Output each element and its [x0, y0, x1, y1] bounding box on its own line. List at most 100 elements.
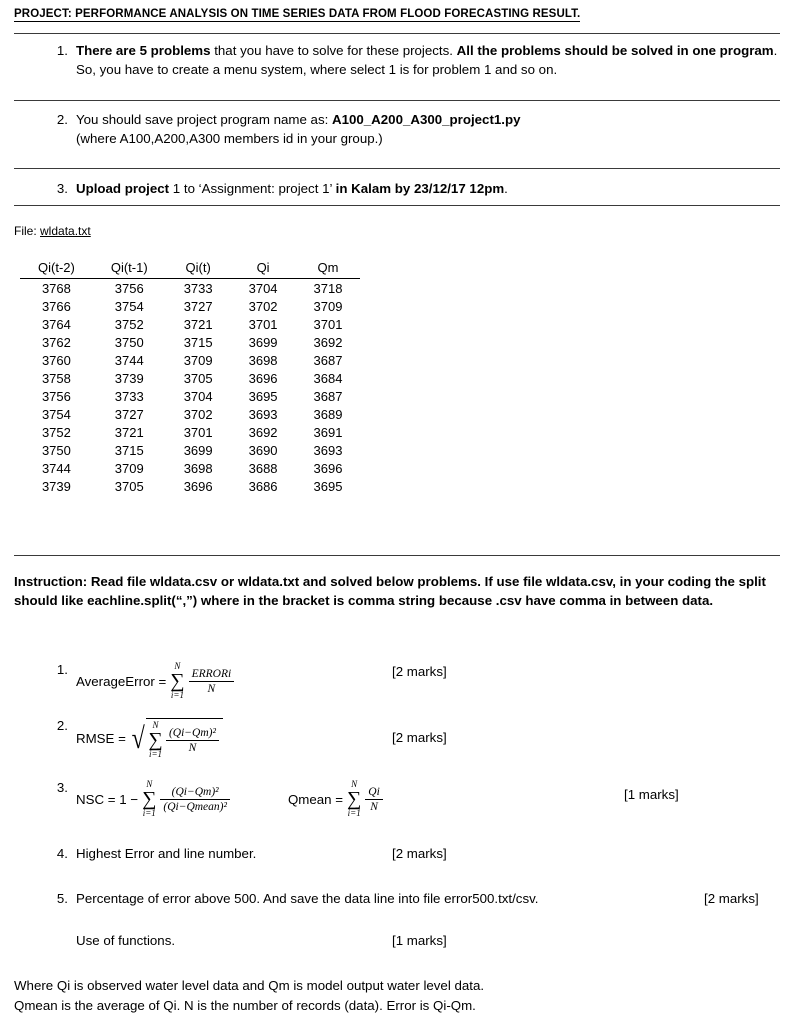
table-cell: 3687: [313, 352, 343, 368]
table-cell: 3754: [114, 298, 144, 314]
sigma-icon: ∑: [142, 788, 157, 810]
table-body: 3768 3756 3733 3704 3718 3766 3754 3727 …: [20, 279, 360, 496]
table-cell: 3709: [114, 460, 144, 476]
table-cell: 3754: [41, 406, 71, 422]
table-cell: 3690: [248, 442, 278, 458]
table-cell: 3752: [41, 424, 71, 440]
table-cell: 3702: [183, 406, 213, 422]
table-cell: 3764: [41, 316, 71, 332]
sigma-icon: ∑: [170, 670, 185, 692]
use-of-functions-marks: [1 marks]: [392, 933, 447, 948]
table-cell: 3688: [248, 460, 278, 476]
table-row: 3762 3750 3715 3699 3692: [20, 333, 360, 351]
table-row: 3768 3756 3733 3704 3718: [20, 279, 360, 298]
problem-2-label: RMSE =: [76, 731, 126, 746]
sum-lower-limit: i=1: [170, 690, 184, 700]
file-label: File:: [14, 224, 37, 238]
sum-upper-limit: N: [351, 779, 358, 789]
divider-2: [14, 100, 780, 101]
table-cell: 3727: [114, 406, 144, 422]
table-cell: 3750: [41, 442, 71, 458]
table-cell: 3701: [183, 424, 213, 440]
table-cell: 3705: [114, 478, 144, 494]
list-item-3-seg-1: Upload project: [76, 181, 170, 196]
table-header-cell-1: Qi(t-1): [92, 258, 166, 279]
sum-lower-limit: i=1: [148, 749, 163, 759]
table-cell: 3760: [41, 352, 71, 368]
table-row: 3756 3733 3704 3695 3687: [20, 387, 360, 405]
fraction-denominator: (Qi−Qmean)²: [163, 800, 227, 813]
list-item-3-seg-2: 1 to ‘Assignment: project 1’: [169, 181, 336, 196]
file-reference: File: wldata.txt: [14, 224, 91, 238]
divider-3: [14, 168, 780, 169]
problem-4-marks: [2 marks]: [392, 846, 447, 861]
problem-2: 2. RMSE = √ N ∑ i=1 (Qi−Qm)² N: [14, 718, 780, 759]
problem-1-marks: [2 marks]: [392, 664, 447, 679]
table-row: 3750 3715 3699 3690 3693: [20, 441, 360, 459]
table-row: 3758 3739 3705 3696 3684: [20, 369, 360, 387]
list-item-3-number: 3.: [56, 181, 68, 196]
sum-upper-limit: N: [146, 779, 153, 789]
fraction-denominator: N: [207, 682, 216, 695]
sum-upper-limit: N: [174, 661, 181, 671]
problem-3: 3. NSC = 1 − N ∑ i=1 (Qi−Qm)² (Qi−Qmean)…: [14, 780, 780, 818]
footer-line-2: Qmean is the average of Qi. N is the num…: [14, 997, 476, 1013]
table-cell: 3709: [183, 352, 213, 368]
table-cell: 3692: [313, 334, 343, 350]
table-cell: 3756: [114, 280, 144, 296]
square-root: √ N ∑ i=1 (Qi−Qm)² N: [130, 718, 223, 759]
table-cell: 3756: [41, 388, 71, 404]
list-item-1-seg-2: that you have to solve for these project…: [210, 43, 457, 58]
sum-lower-limit: i=1: [347, 808, 361, 818]
problem-4: 4. Highest Error and line number. [2 mar…: [14, 846, 780, 861]
table-cell: 3686: [248, 478, 278, 494]
table-cell: 3698: [183, 460, 213, 476]
table-cell: 3695: [313, 478, 343, 494]
table-cell: 3768: [41, 280, 71, 296]
table-cell: 3684: [313, 370, 343, 386]
fraction-denominator: N: [188, 741, 197, 754]
list-item-1-number: 1.: [56, 43, 68, 58]
list-item-1-seg-3: All the problems should be solved in one…: [456, 43, 774, 58]
table-header-cell-0: Qi(t-2): [20, 258, 93, 279]
table-cell: 3744: [114, 352, 144, 368]
file-name: wldata.txt: [40, 224, 91, 238]
table-cell: 3695: [248, 388, 278, 404]
table-row: 3744 3709 3698 3688 3696: [20, 459, 360, 477]
use-of-functions: Use of functions. [1 marks]: [14, 933, 780, 948]
summation-symbol: N ∑ i=1: [148, 721, 162, 759]
problem-2-equation: RMSE = √ N ∑ i=1 (Qi−Qm)² N: [76, 718, 780, 759]
sigma-icon: ∑: [347, 788, 362, 810]
problem-3-marks: [1 marks]: [624, 787, 679, 802]
instruction-paragraph: Instruction: Read file wldata.csv or wld…: [14, 574, 766, 609]
table-cell: 3701: [248, 316, 278, 332]
list-item-3: 3. Upload project 1 to ‘Assignment: proj…: [14, 180, 780, 199]
table-cell: 3701: [313, 316, 343, 332]
table-cell: 3766: [41, 298, 71, 314]
divider-5: [14, 555, 780, 556]
table-row: 3739 3705 3696 3686 3695: [20, 477, 360, 495]
list-item-2-seg-3: (where A100,A200,A300 members id in your…: [76, 130, 383, 146]
problem-3-label: NSC = 1 −: [76, 791, 139, 807]
table-cell: 3704: [248, 280, 278, 296]
radical-icon: √: [131, 721, 145, 755]
summation-symbol: N ∑ i=1: [142, 780, 156, 818]
list-item-1: 1. There are 5 problems that you have to…: [14, 42, 780, 80]
table-header-cell-4: Qm: [295, 258, 361, 279]
problem-4-number: 4.: [56, 846, 68, 861]
table-cell: 3702: [248, 298, 278, 314]
fraction-numerator: (Qi−Qm)²: [160, 786, 230, 800]
list-item-3-body: Upload project 1 to ‘Assignment: project…: [76, 180, 780, 199]
problem-5: 5. Percentage of error above 500. And sa…: [14, 891, 780, 906]
table-cell: 3715: [114, 442, 144, 458]
problem-2-number: 2.: [56, 718, 68, 733]
list-item-1-seg-1: There are 5 problems: [76, 43, 211, 58]
problem-1-equation: AverageError = N ∑ i=1 ERRORi N: [76, 662, 780, 700]
problem-1-number: 1.: [56, 662, 68, 677]
table-row: 3754 3727 3702 3693 3689: [20, 405, 360, 423]
list-item-2-seg-1: You should save project program name as:: [76, 112, 332, 127]
fraction-denominator: N: [370, 800, 378, 813]
list-item-1-body: There are 5 problems that you have to so…: [76, 42, 780, 80]
problem-3-number: 3.: [56, 780, 68, 795]
